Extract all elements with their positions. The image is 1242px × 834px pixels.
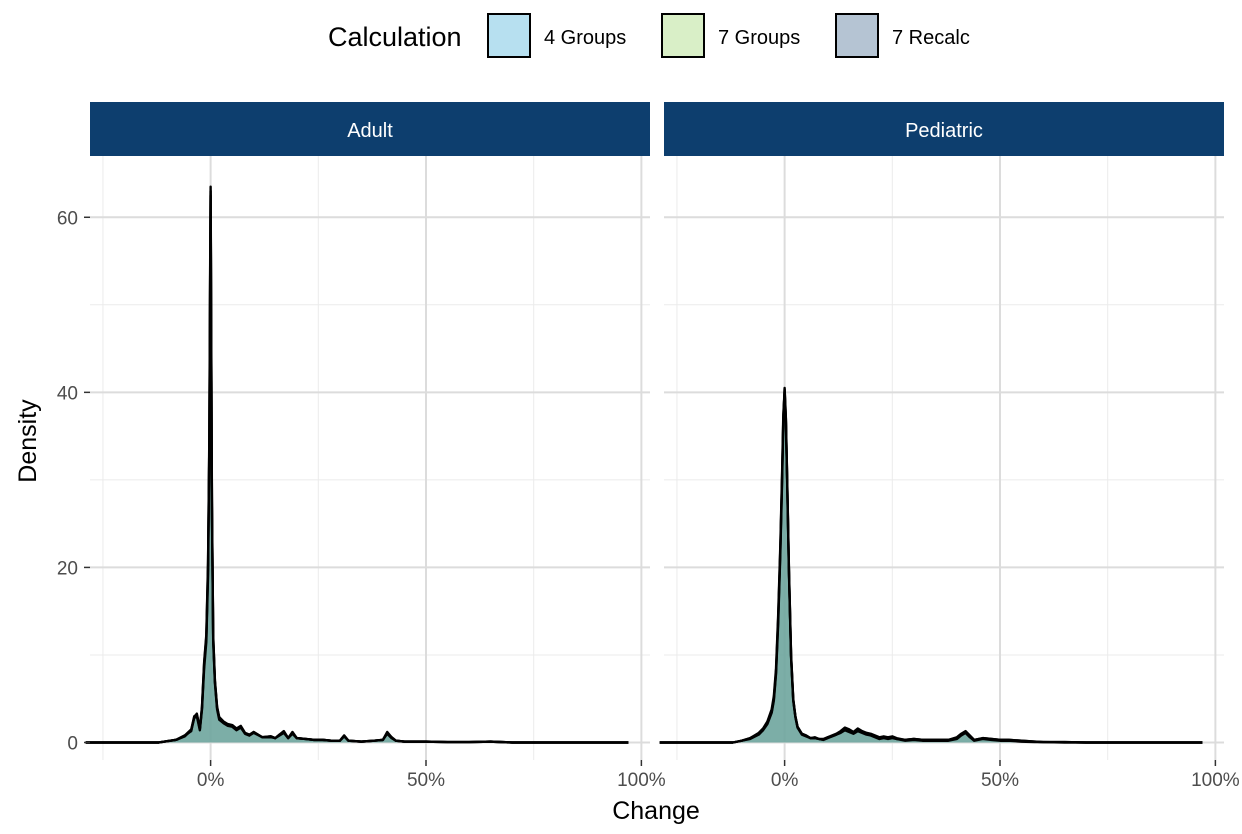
- x-tick-label: 50%: [407, 770, 445, 791]
- y-tick-label: 40: [57, 383, 78, 404]
- x-tick-label: 100%: [617, 770, 666, 791]
- y-tick-label: 20: [57, 558, 78, 579]
- legend-key-2: [836, 14, 878, 57]
- facet-label-0: Adult: [347, 120, 393, 142]
- legend-label-2: 7 Recalc: [892, 27, 970, 49]
- y-tick-label: 60: [57, 208, 78, 229]
- panel-background-1: [664, 156, 1224, 760]
- x-tick-label: 50%: [981, 770, 1019, 791]
- x-tick-label: 100%: [1191, 770, 1240, 791]
- x-tick-label: 0%: [197, 770, 225, 791]
- legend-title: Calculation: [328, 22, 462, 52]
- y-axis-label: Density: [14, 399, 42, 483]
- panel-0: Adult 0% 50% 100% 0 20 40 60: [57, 102, 666, 791]
- x-tick-label: 0%: [771, 770, 799, 791]
- legend-key-0: [488, 14, 530, 57]
- x-axis-label: Change: [612, 797, 700, 825]
- legend-key-1: [662, 14, 704, 57]
- panel-1: Pediatric 0% 50% 100%: [660, 102, 1240, 791]
- legend: Calculation 4 Groups 7 Groups 7 Recalc: [328, 14, 970, 57]
- facet-label-1: Pediatric: [905, 120, 983, 142]
- legend-label-0: 4 Groups: [544, 27, 626, 49]
- y-tick-label: 0: [67, 733, 78, 754]
- legend-label-1: 7 Groups: [718, 27, 800, 49]
- panel-background-0: [90, 156, 650, 760]
